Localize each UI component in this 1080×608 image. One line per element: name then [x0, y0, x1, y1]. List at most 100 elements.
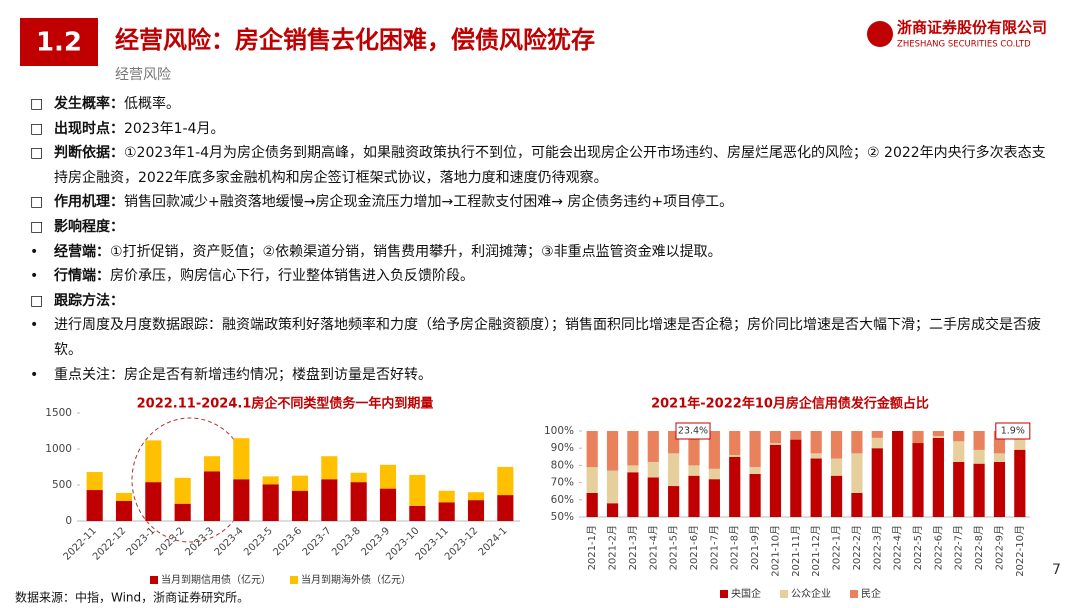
bar-segment	[729, 455, 741, 457]
bar-segment	[586, 467, 598, 493]
bullet-item: • 行情端：房价承压，购房信心下行，行业整体销售进入负反馈阶段。	[28, 264, 1058, 289]
bar-segment	[586, 431, 598, 468]
x-tick-label: 2021-7月	[708, 525, 720, 570]
bar-segment	[438, 502, 455, 521]
logo-cn: 浙商证券股份有限公司	[897, 19, 1047, 37]
annotation-box	[995, 422, 1031, 440]
bar-segment	[892, 431, 904, 517]
bullet-label: 行情端：	[54, 268, 110, 285]
bar-segment	[830, 431, 843, 459]
bar-segment	[810, 453, 822, 459]
bar-segment	[790, 431, 802, 440]
bar-segment	[145, 440, 162, 483]
bar-segment	[262, 484, 279, 521]
legend-swatch	[720, 590, 728, 598]
bar-segment	[647, 431, 659, 462]
bullet-item: □ 影响程度：	[28, 215, 1058, 240]
bar-segment	[174, 477, 191, 504]
x-tick-label: 2021-8月	[729, 525, 741, 570]
bar-segment	[993, 431, 1006, 454]
bar-segment	[769, 444, 782, 517]
bar-segment	[993, 453, 1006, 462]
bar-segment	[409, 474, 426, 506]
x-tick-label: 2021-6月	[688, 525, 700, 570]
bar-segment	[790, 439, 802, 517]
bar-segment	[830, 475, 843, 517]
badge-bg	[20, 18, 98, 66]
bar-segment	[409, 505, 426, 521]
legend-label: 当月到期信用债（亿元）	[161, 573, 271, 586]
bar-segment	[871, 437, 883, 449]
logo-icon	[867, 21, 893, 47]
legend-label: 当月到期海外债（亿元）	[301, 573, 411, 586]
bar-segment	[86, 490, 103, 521]
x-tick-label: 2022-9月	[993, 525, 1005, 570]
subtitle: 经营风险	[115, 67, 171, 83]
x-tick-label: 2021-2月	[607, 525, 619, 570]
bar-segment	[953, 431, 965, 442]
bar-segment	[932, 437, 944, 517]
x-tick-label: 2021-3月	[627, 525, 639, 570]
bar-segment	[749, 474, 761, 517]
bullet-label: 发生概率：	[54, 96, 124, 112]
y-tick-label: 500	[52, 479, 72, 491]
bar-segment	[851, 492, 863, 517]
bar-segment	[769, 431, 782, 444]
bar-segment	[912, 431, 924, 444]
x-tick-label: 2023-3	[183, 525, 216, 558]
bar-segment	[379, 464, 397, 489]
square-marker: □	[30, 96, 44, 112]
bar-segment	[647, 461, 659, 478]
y-tick-label: 60%	[551, 494, 574, 506]
y-tick-label: 1500	[45, 407, 72, 419]
bar-segment	[729, 456, 741, 517]
x-tick-label: 2021-9月	[749, 525, 761, 570]
x-tick-label: 2023-7	[301, 525, 334, 558]
bar-segment	[851, 431, 863, 454]
y-tick-label: 0	[65, 515, 72, 527]
bar-segment	[708, 468, 720, 480]
bar-segment	[953, 461, 965, 517]
bar-segment	[973, 463, 985, 517]
bar-segment	[497, 495, 514, 521]
x-tick-label: 2023-6	[271, 525, 304, 558]
bar-segment	[973, 431, 985, 450]
bar-segment	[115, 492, 133, 501]
bar-segment	[729, 431, 741, 456]
x-tick-label: 2022-8月	[973, 525, 985, 570]
x-tick-label: 2022-7月	[953, 525, 965, 570]
bar-segment	[606, 470, 619, 504]
x-tick-label: 2022-1月	[831, 525, 843, 570]
x-tick-label: 2021-11月	[790, 525, 802, 577]
x-tick-label: 2021-1月	[586, 525, 598, 570]
y-tick-label: 100%	[544, 425, 574, 437]
legend-swatch	[150, 576, 158, 584]
bullet-label: 出现时点：	[54, 120, 124, 137]
bullet-item: □ 作用机理：销售回款减少+融资落地缓慢→房企现金流压力增加→工程款支付困难→ 房…	[28, 190, 1058, 215]
bar-segment	[203, 471, 221, 521]
bar-segment	[321, 479, 338, 521]
y-tick-label: 1000	[45, 443, 72, 455]
bar-segment	[871, 431, 883, 438]
y-tick-label: 70%	[551, 477, 574, 489]
x-tick-label: 2021-4月	[647, 525, 659, 570]
x-tick-label: 2022-5月	[912, 525, 924, 570]
bullet-text: 2023年1-4月。	[124, 120, 225, 137]
bar-segment	[830, 458, 843, 476]
bar-segment	[688, 475, 700, 517]
annotation: 23.4%	[678, 426, 708, 437]
bullet-text: 销售回款减少+融资落地缓慢→房企现金流压力增加→工程款支付困难→ 房企债务违约+…	[124, 194, 734, 211]
bullet-text: 进行周度及月度数据跟踪：融资端政策利好落地频率和力度（给予房企融资额度）；销售面…	[54, 317, 1041, 358]
badge: 1.2	[36, 28, 82, 58]
bar-segment	[769, 443, 782, 445]
x-tick-label: 2021-10月	[769, 525, 781, 577]
bullet-text: ①2023年1-4月为房企债务到期高峰，如果融资政策执行不到位，可能会出现房企公…	[54, 145, 1046, 186]
bullet-item: • 经营端：①打折促销，资产贬值；②依赖渠道分销，销售费用攀升，利润摊薄；③非重点…	[28, 240, 1058, 265]
legend-label: 民企	[861, 587, 881, 600]
bar-segment	[321, 456, 338, 480]
bar-segment	[115, 500, 133, 521]
bar-segment	[912, 443, 924, 517]
bullet-text: ①打折促销，资产贬值；②依赖渠道分销，销售费用攀升，利润摊薄；③非重点监管资金难…	[110, 243, 722, 260]
bar-segment	[145, 482, 162, 521]
